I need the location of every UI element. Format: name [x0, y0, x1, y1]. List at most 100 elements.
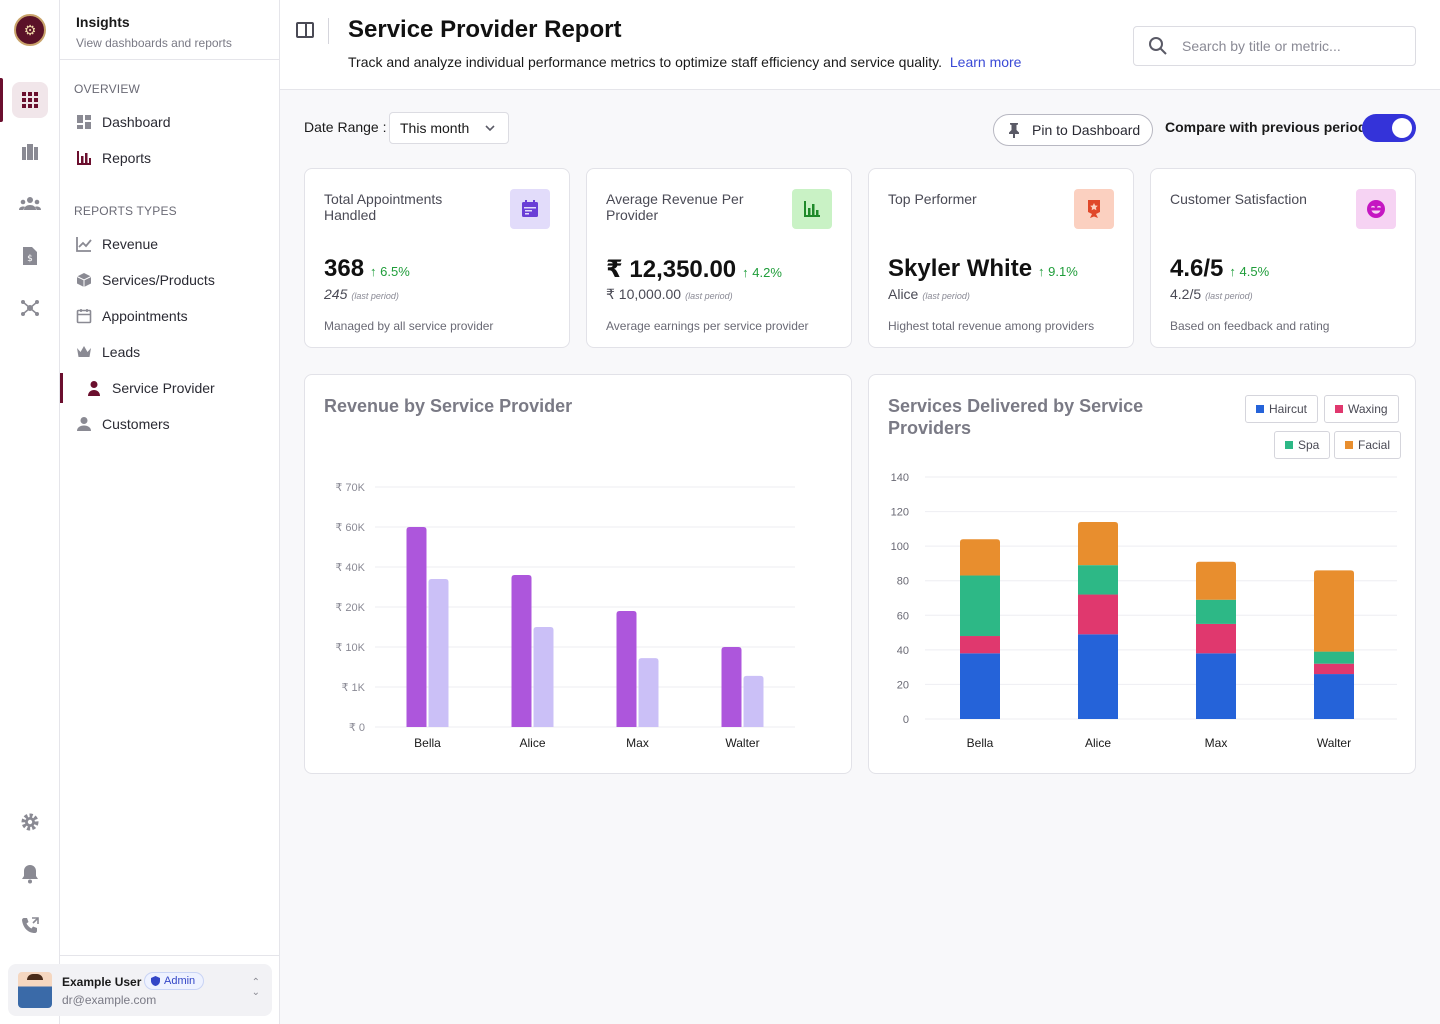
bar-walter-previous: [743, 675, 764, 727]
x-tick-label: Bella: [414, 736, 441, 750]
sidebar-item-service-provider[interactable]: Service Provider: [60, 374, 270, 402]
y-tick-label: ₹ 40K: [335, 562, 365, 574]
header-divider: [328, 18, 329, 44]
y-tick-label: 140: [891, 472, 909, 484]
kpi-trend-value: 4.2%: [752, 265, 782, 280]
sidebar-item-label: Services/Products: [102, 272, 215, 288]
kpi-title: Customer Satisfaction: [1170, 191, 1307, 207]
legend-label: Facial: [1358, 438, 1391, 452]
rail-settings-button[interactable]: [12, 804, 48, 840]
calendar-icon: [76, 308, 92, 324]
legend-label: Waxing: [1348, 402, 1388, 416]
award-icon: [1074, 189, 1114, 229]
search-input[interactable]: [1182, 38, 1402, 54]
y-tick-label: 120: [891, 507, 909, 519]
sidebar-item-label: Reports: [102, 150, 152, 166]
search-box[interactable]: [1133, 26, 1416, 66]
pin-button-label: Pin to Dashboard: [1032, 122, 1141, 138]
services-chart-card: Services Delivered by Service Providers …: [868, 374, 1416, 774]
rail-calls-button[interactable]: [12, 908, 48, 944]
search-icon: [1149, 37, 1167, 55]
sidebar-item-label: Leads: [102, 344, 141, 360]
user-name: Example User: [62, 975, 142, 989]
sidebar-item-appointments[interactable]: Appointments: [76, 302, 266, 330]
kpi-value-row: 4.6/5 ↑ 4.5%: [1170, 255, 1269, 283]
kpi-card-avg-revenue: Average Revenue Per Provider ₹ 12,350.00…: [586, 168, 852, 348]
kpi-trend: ↑ 4.5%: [1229, 264, 1270, 279]
bar-alice-previous: [533, 627, 554, 727]
sidebar-item-label: Service Provider: [112, 380, 215, 396]
bar-max-facial: [1196, 561, 1236, 600]
kpi-card-appointments: Total Appointments Handled 368 ↑ 6.5% 24…: [304, 168, 570, 348]
kpi-trend-value: 6.5%: [380, 264, 410, 279]
legend-item-facial[interactable]: Facial: [1334, 431, 1402, 459]
kpi-previous: 4.2/5 (last period): [1170, 286, 1253, 302]
compare-toggle[interactable]: [1362, 114, 1416, 142]
rail-building-button[interactable]: [12, 134, 48, 170]
sidebar-toggle-icon[interactable]: [296, 22, 314, 38]
services-chart-title-line1: Services Delivered by Service: [888, 396, 1144, 416]
sidebar-item-leads[interactable]: Leads: [76, 338, 266, 366]
sidebar-item-services-products[interactable]: Services/Products: [76, 266, 266, 294]
bar-max-previous: [638, 658, 659, 727]
chevron-down-icon: [485, 125, 495, 132]
rail-insights-button[interactable]: [12, 82, 48, 118]
page-title: Service Provider Report: [348, 16, 622, 43]
kpi-previous-note: (last period): [1205, 291, 1253, 301]
bar-bella-current: [406, 527, 427, 727]
kpi-previous: Alice (last period): [888, 286, 970, 302]
x-tick-label: Walter: [1317, 736, 1351, 750]
kpi-previous-note: (last period): [685, 291, 733, 301]
kpi-value-row: ₹ 12,350.00 ↑ 4.2%: [606, 255, 782, 284]
pin-to-dashboard-button[interactable]: Pin to Dashboard: [993, 114, 1153, 146]
kpi-footer: Average earnings per service provider: [606, 319, 809, 333]
kpi-previous-value: ₹ 10,000.00: [606, 286, 682, 302]
date-range-select[interactable]: This month: [389, 112, 509, 144]
kpi-previous-note: (last period): [351, 291, 399, 301]
team-icon: [19, 197, 41, 210]
y-tick-label: ₹ 1K: [341, 682, 365, 694]
sidebar-item-reports[interactable]: Reports: [76, 144, 266, 172]
kpi-value-row: 368 ↑ 6.5%: [324, 255, 410, 283]
sidebar-item-revenue[interactable]: Revenue: [76, 230, 266, 258]
kpi-trend: ↑ 4.2%: [742, 265, 782, 280]
x-tick-label: Max: [626, 736, 649, 750]
network-icon: [21, 300, 39, 316]
rail-team-button[interactable]: [12, 186, 48, 222]
user-icon: [76, 416, 92, 432]
page-description-text: Track and analyze individual performance…: [348, 54, 942, 70]
x-tick-label: Max: [1205, 736, 1228, 750]
bar-max-spa: [1196, 599, 1236, 624]
rail-invoice-button[interactable]: $: [12, 238, 48, 274]
sidebar-item-dashboard[interactable]: Dashboard: [76, 108, 266, 136]
revenue-chart: ₹ 0 ₹ 1K ₹ 10K ₹ 20K ₹ 40K ₹ 60K ₹ 70K Bella Ali…: [335, 482, 795, 750]
revenue-chart-title: Revenue by Service Provider: [324, 396, 573, 416]
crown-icon: [76, 344, 92, 360]
user-email: dr@example.com: [62, 993, 157, 1007]
learn-more-link[interactable]: Learn more: [949, 54, 1022, 70]
sidebar-item-customers[interactable]: Customers: [76, 410, 266, 438]
kpi-previous: 245 (last period): [324, 286, 399, 302]
bar-bella-waxing: [960, 636, 1000, 654]
bar-alice-current: [511, 575, 532, 727]
legend-item-waxing[interactable]: Waxing: [1324, 395, 1399, 423]
user-menu[interactable]: Example User Admin dr@example.com ⌃ ⌄: [8, 964, 272, 1016]
sidebar-header: Insights View dashboards and reports: [60, 0, 279, 60]
rail-notifications-button[interactable]: [12, 856, 48, 892]
icon-rail: ⚙ $: [0, 0, 60, 1024]
x-tick-label: Alice: [519, 736, 545, 750]
rail-network-button[interactable]: [12, 290, 48, 326]
kpi-footer: Based on feedback and rating: [1170, 319, 1330, 333]
kpi-card-satisfaction: Customer Satisfaction 4.6/5 ↑ 4.5% 4.2/5…: [1150, 168, 1416, 348]
y-tick-label: 80: [897, 576, 909, 588]
legend-item-haircut[interactable]: Haircut: [1245, 395, 1319, 423]
kpi-previous-value: 245: [324, 286, 348, 302]
y-tick-label: ₹ 0: [349, 722, 365, 734]
brand-logo[interactable]: ⚙: [14, 14, 46, 46]
pin-icon: [1009, 123, 1019, 138]
legend-label: Spa: [1298, 438, 1320, 452]
kpi-previous: ₹ 10,000.00 (last period): [606, 286, 733, 303]
legend-item-spa[interactable]: Spa: [1274, 431, 1331, 459]
y-tick-label: 0: [903, 714, 909, 726]
y-tick-label: 100: [891, 541, 909, 553]
